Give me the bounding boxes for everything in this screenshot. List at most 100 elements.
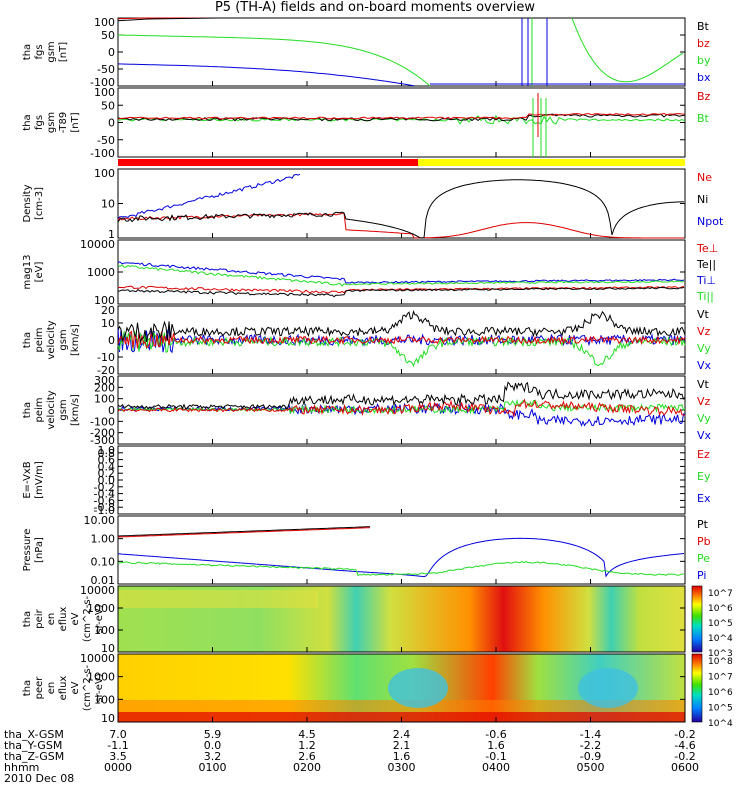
ylabel-line: (cm^2-s-: [82, 664, 93, 711]
vz-zoom-trace: [117, 330, 686, 349]
legend-velocity-Vz: Vz: [697, 395, 711, 408]
ytick-label-efield: 0.6: [98, 454, 116, 467]
ylabel-velocity-zoom: tha peim velocity gsm [km/s]: [22, 320, 81, 359]
ytick-label-velocity: 300: [94, 374, 115, 387]
legend-fgs-Bt: Bt: [697, 20, 710, 33]
by-trace: [117, 34, 431, 87]
legend-velocity-Vy: Vy: [697, 412, 711, 425]
ytick-label-velocity-zoom: 20: [101, 304, 115, 317]
legend-density-Ni: Ni: [697, 193, 708, 206]
ytick-label-efield: -0.4: [94, 488, 115, 501]
ylabel-line: velocity: [46, 390, 57, 429]
footer-value: 0000: [104, 761, 132, 774]
ylabel-fgs: tha fgs gsm [nT]: [22, 41, 69, 62]
ytick-label-fgs-t89: -50: [97, 134, 115, 147]
ytick-label-ion-spec: 1000: [87, 602, 115, 615]
footer-value: -2.2: [579, 739, 602, 752]
ylabel-line: sr-eV): [94, 673, 105, 702]
bx-t89-trace: [117, 113, 686, 122]
ylabel-velocity: tha peim velocity gsm [km/s]: [22, 390, 81, 429]
ylabel-line: gsm: [58, 329, 69, 350]
legend-temp-Te⊥: Te⊥: [696, 242, 718, 255]
ylabel-line: peir: [34, 608, 45, 628]
legend-density-Ne: Ne: [697, 171, 712, 184]
mode-bar-red: [118, 159, 418, 166]
footer-value: 0100: [198, 761, 227, 774]
ylabel-line: [eV]: [34, 262, 45, 283]
ytick-label-fgs-t89: 0: [108, 117, 115, 130]
legend-efield-Ey: Ey: [697, 470, 711, 483]
ytick-label-efield: -1.0: [94, 504, 115, 517]
page-title: P5 (TH-A) fields and on-board moments ov…: [214, 0, 536, 15]
colorbar-label-ion-spec: 10^6: [708, 604, 733, 614]
ion-colorbar: [691, 585, 703, 653]
footer-value: 4.5: [298, 728, 316, 741]
legend-pressure-Pb: Pb: [697, 535, 711, 548]
ylabel-line: Pressure: [22, 529, 33, 572]
footer-value: 1.6: [392, 750, 411, 763]
footer-value: -4.6: [674, 739, 696, 752]
footer-value: 2.1: [392, 739, 411, 752]
ytick-label-ion-spec: 100: [94, 624, 115, 637]
ytick-label-efield: 0.2: [98, 467, 116, 480]
legend-fgs-by: by: [697, 54, 711, 67]
footer-value: 1.6: [487, 739, 505, 752]
ylabel-line: [km/s]: [70, 324, 81, 356]
ytick-label-velocity-zoom: 10: [101, 317, 115, 330]
ytick-label-fgs: -100: [90, 76, 115, 89]
ti-perp-trace: [117, 261, 685, 284]
ne-trace: [117, 212, 684, 239]
footer-value: -0.2: [674, 750, 696, 763]
ni-trace: [117, 179, 685, 239]
footer-row-label: tha_Z-GSM: [4, 750, 65, 763]
electron-colorbar: [691, 653, 703, 723]
bt-trace: [117, 17, 219, 22]
footer-value: 2.6: [298, 750, 316, 763]
te-par-trace: [117, 286, 685, 298]
ylabel-line: eflux: [58, 676, 69, 701]
legend-density-Npot: Npot: [697, 215, 724, 228]
ytick-label-efield: -0.8: [94, 501, 115, 514]
ylabel-line: (cm^2-s-: [82, 595, 93, 642]
legend-pressure-Pt: Pt: [697, 518, 709, 531]
panel-frame-fgs-t89: [117, 87, 686, 158]
colorbar-label-ion-spec: 10^7: [708, 589, 733, 599]
vy-zoom-trace: [117, 330, 686, 368]
ytick-label-fgs-t89: 100: [94, 86, 115, 99]
ylabel-line: eflux: [58, 607, 69, 632]
legend-velocity-Vt: Vt: [697, 378, 710, 391]
pt-trace: [117, 526, 371, 537]
ytick-label-efield: 0.0: [98, 474, 116, 487]
electron-spectrogram-blob-2: [578, 668, 638, 708]
ytick-label-velocity: -200: [90, 427, 115, 440]
vt-trace: [117, 381, 686, 410]
legend-temp-Te||: Te||: [696, 258, 716, 271]
ytick-label-pressure: 1.00: [91, 533, 116, 546]
legend-velocity-zoom-Vz: Vz: [697, 325, 711, 338]
legend-fgs-t89-Bz: Bz: [697, 90, 711, 103]
ion-spectrogram-hot-band: [118, 590, 318, 608]
te-perp-trace: [117, 285, 685, 294]
footer-value: -0.1: [485, 750, 507, 763]
footer-value: 2.4: [392, 728, 411, 741]
ylabel-line: eV: [70, 612, 81, 625]
ylabel-line: [mV/m]: [34, 461, 45, 499]
footer-row: tha_Y-GSM -1.1 0.0 1.2 2.1 1.6 -2.2 -4.6: [4, 739, 744, 752]
bt-t89-trace: [117, 114, 686, 125]
colorbar-label-electron-spec: 10^4: [708, 719, 733, 728]
ytick-label-velocity: 0: [108, 404, 115, 417]
ylabel-line: peim: [34, 397, 45, 422]
footer-value: 3.5: [109, 750, 127, 763]
ylabel-line: sr-eV): [94, 604, 105, 633]
footer-value: 0.0: [203, 739, 222, 752]
legend-velocity-zoom-Vx: Vx: [697, 359, 712, 372]
footer-value: -1.4: [579, 728, 602, 741]
ytick-label-fgs: 100: [94, 16, 115, 29]
footer-value: -0.9: [579, 750, 602, 763]
ytick-label-velocity: 200: [94, 381, 115, 394]
legend-efield-Ez: Ez: [697, 448, 710, 461]
legend-temp-Ti||: Ti||: [696, 290, 714, 303]
ytick-label-electron-spec: 1000: [87, 671, 115, 684]
footer-row-label: tha_X-GSM: [4, 728, 64, 741]
